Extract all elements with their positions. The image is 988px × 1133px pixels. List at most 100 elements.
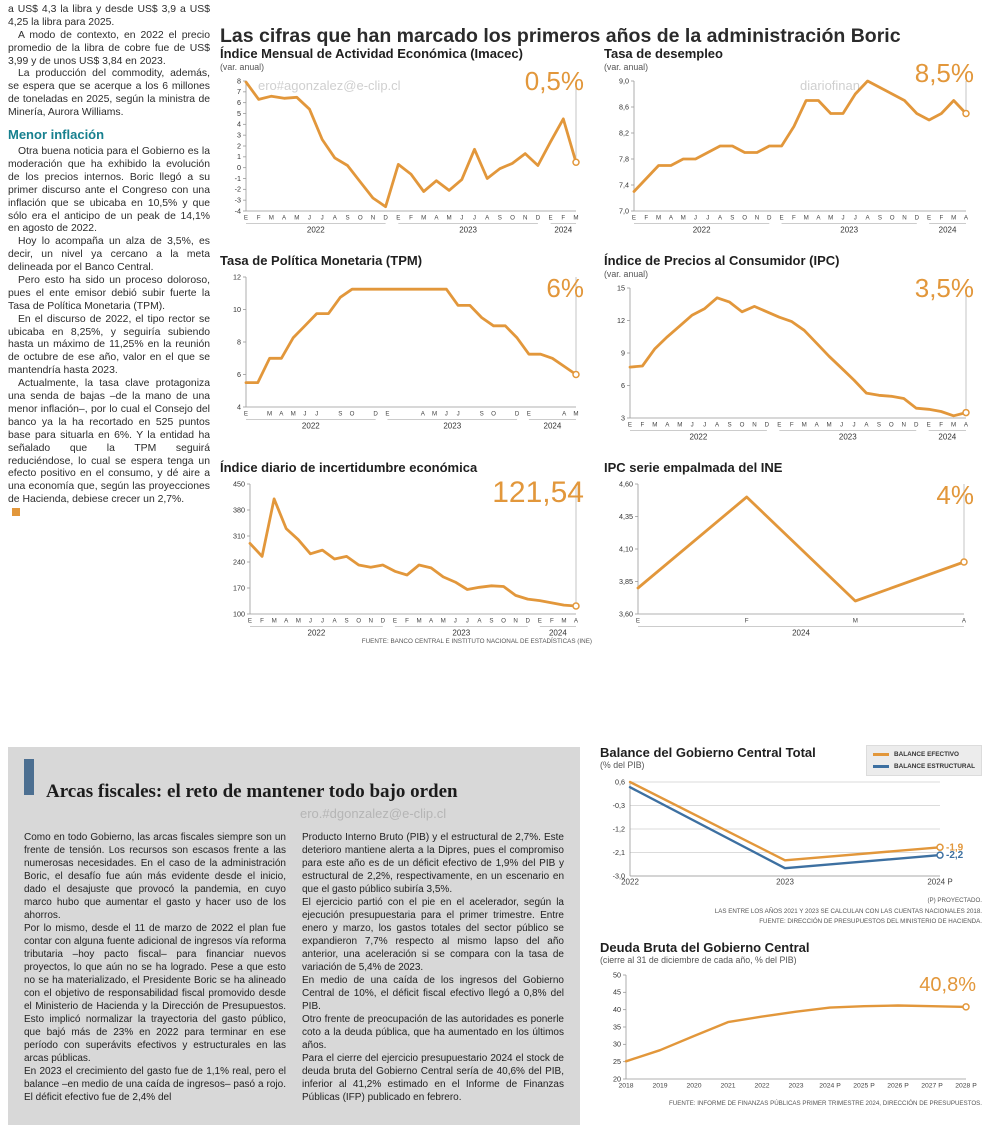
svg-text:N: N bbox=[369, 618, 373, 625]
svg-text:E: E bbox=[538, 618, 542, 625]
svg-text:7: 7 bbox=[237, 87, 241, 96]
svg-text:M: M bbox=[267, 411, 272, 418]
chart-subtitle: (var. anual) bbox=[604, 62, 649, 72]
svg-text:A: A bbox=[574, 618, 579, 625]
svg-text:O: O bbox=[350, 411, 355, 418]
legend-item: BALANCE ESTRUCTURAL bbox=[873, 761, 975, 773]
fiscal-panel-columns: Como en todo Gobierno, las arcas fiscale… bbox=[24, 831, 564, 1104]
panel-paragraph: En medio de una caída de los ingresos de… bbox=[302, 974, 564, 1012]
svg-text:O: O bbox=[358, 215, 363, 222]
legend-swatch-blue bbox=[873, 764, 890, 768]
svg-text:3,85: 3,85 bbox=[619, 577, 633, 586]
panel-paragraph: El ejercicio partió con el pie en el ace… bbox=[302, 896, 564, 973]
svg-text:8,6: 8,6 bbox=[619, 102, 629, 111]
line-chart-deuda: 50 45 40 35 30 25 20 2018 2019 2020 2021 2022 2023 20… bbox=[600, 969, 982, 1097]
svg-text:D: D bbox=[373, 411, 378, 418]
svg-text:J: J bbox=[309, 618, 312, 625]
svg-text:M: M bbox=[573, 215, 578, 222]
svg-text:0,6: 0,6 bbox=[615, 777, 625, 786]
svg-text:J: J bbox=[703, 422, 706, 429]
chart-subtitle: (% del PIB) bbox=[600, 760, 645, 770]
line-chart-ipc: 15 12 9 6 3 E F M A M J J A S O N D E F M A M J J A S O N D E F M A 2022 2… bbox=[604, 282, 982, 444]
svg-text:-1: -1 bbox=[235, 174, 241, 183]
line-chart-balance: 0,6 -0,3 -1,2 -2,1 -3,0 2022 2023 2024 P -1,9 -2,… bbox=[600, 776, 982, 894]
svg-text:380: 380 bbox=[233, 505, 245, 514]
svg-text:2024: 2024 bbox=[544, 422, 562, 431]
svg-text:2022: 2022 bbox=[302, 422, 320, 431]
chart-value-label: 40,8% bbox=[919, 973, 976, 996]
svg-text:M: M bbox=[296, 618, 301, 625]
svg-text:J: J bbox=[840, 422, 843, 429]
svg-text:4,35: 4,35 bbox=[619, 512, 633, 521]
panel-paragraph: Producto Interno Bruto (PIB) y el estruc… bbox=[302, 831, 564, 895]
svg-text:J: J bbox=[445, 411, 448, 418]
svg-text:N: N bbox=[902, 422, 906, 429]
svg-text:J: J bbox=[466, 618, 469, 625]
svg-text:J: J bbox=[473, 215, 476, 222]
svg-text:F: F bbox=[561, 215, 565, 222]
svg-text:2022: 2022 bbox=[693, 226, 711, 235]
svg-text:M: M bbox=[656, 215, 661, 222]
svg-text:A: A bbox=[485, 215, 490, 222]
svg-text:M: M bbox=[416, 618, 421, 625]
svg-text:A: A bbox=[279, 411, 284, 418]
source-note: FUENTE: INFORME DE FINANZAS PÚBLICAS PRI… bbox=[669, 1099, 982, 1107]
svg-text:F: F bbox=[257, 215, 261, 222]
svg-text:N: N bbox=[755, 215, 759, 222]
svg-text:A: A bbox=[964, 215, 969, 222]
svg-text:O: O bbox=[740, 422, 745, 429]
svg-text:J: J bbox=[691, 422, 694, 429]
svg-text:6: 6 bbox=[237, 98, 241, 107]
svg-text:170: 170 bbox=[233, 583, 245, 592]
chart-value-label: 3,5% bbox=[914, 273, 974, 303]
svg-text:S: S bbox=[338, 411, 342, 418]
svg-text:S: S bbox=[489, 618, 493, 625]
svg-text:240: 240 bbox=[233, 557, 245, 566]
chart-ipc: Índice de Precios al Consumidor (IPC) (v… bbox=[604, 253, 982, 444]
svg-text:F: F bbox=[550, 618, 554, 625]
svg-text:J: J bbox=[841, 215, 844, 222]
svg-text:310: 310 bbox=[233, 531, 245, 540]
svg-text:2028 P: 2028 P bbox=[955, 1082, 977, 1089]
svg-text:J: J bbox=[457, 411, 460, 418]
svg-text:M: M bbox=[573, 411, 578, 418]
svg-text:-1,9: -1,9 bbox=[946, 842, 964, 853]
svg-text:7,8: 7,8 bbox=[619, 154, 629, 163]
svg-text:A: A bbox=[964, 422, 969, 429]
svg-text:N: N bbox=[902, 215, 906, 222]
legend-item: BALANCE EFECTIVO bbox=[873, 749, 975, 761]
svg-text:2024: 2024 bbox=[549, 629, 567, 638]
article-paragraph: La producción del commodity, además, se … bbox=[8, 68, 210, 119]
svg-text:A: A bbox=[434, 215, 439, 222]
svg-text:2018: 2018 bbox=[618, 1082, 633, 1089]
svg-text:2024: 2024 bbox=[554, 226, 572, 235]
chart-subtitle: (var. anual) bbox=[604, 269, 649, 279]
line-chart-tpm: 12 10 8 6 4 E M A M J J S O D E A M J J S O D E A M 2022 2023 2024 bbox=[220, 271, 592, 433]
article-paragraph: A modo de contexto, en 2022 el precio pr… bbox=[8, 29, 210, 67]
svg-text:D: D bbox=[765, 422, 770, 429]
svg-text:D: D bbox=[915, 215, 920, 222]
chart-legend: BALANCE EFECTIVO BALANCE ESTRUCTURAL bbox=[866, 745, 982, 777]
svg-text:O: O bbox=[501, 618, 506, 625]
svg-text:-3,0: -3,0 bbox=[613, 871, 625, 880]
svg-text:2023: 2023 bbox=[443, 422, 461, 431]
chart-desempleo: Tasa de desempleo (var. anual) 8,5% 9,0 8… bbox=[604, 46, 982, 237]
svg-text:E: E bbox=[396, 215, 400, 222]
chart-imacec: Índice Mensual de Actividad Económica (I… bbox=[220, 46, 592, 237]
svg-text:35: 35 bbox=[613, 1022, 621, 1031]
svg-text:2022: 2022 bbox=[690, 433, 708, 442]
note-line: LAS ENTRE LOS AÑOS 2021 Y 2023 SE CALCUL… bbox=[714, 907, 982, 915]
legend-label: BALANCE EFECTIVO bbox=[894, 751, 960, 758]
svg-text:2023: 2023 bbox=[459, 226, 477, 235]
svg-text:-2,1: -2,1 bbox=[613, 848, 625, 857]
article-subhead: Menor inflación bbox=[8, 127, 105, 143]
article-paragraph: En el discurso de 2022, el tipo rector s… bbox=[8, 313, 210, 377]
svg-text:A: A bbox=[421, 411, 426, 418]
chart-title: Balance del Gobierno Central Total bbox=[600, 745, 816, 760]
chart-incertidumbre: Índice diario de incertidumbre económica… bbox=[220, 460, 592, 645]
bottom-charts: Balance del Gobierno Central Total (% de… bbox=[600, 745, 982, 1109]
svg-text:-3: -3 bbox=[235, 196, 241, 205]
svg-text:A: A bbox=[562, 411, 567, 418]
svg-text:M: M bbox=[951, 215, 956, 222]
svg-text:2022: 2022 bbox=[754, 1082, 769, 1089]
